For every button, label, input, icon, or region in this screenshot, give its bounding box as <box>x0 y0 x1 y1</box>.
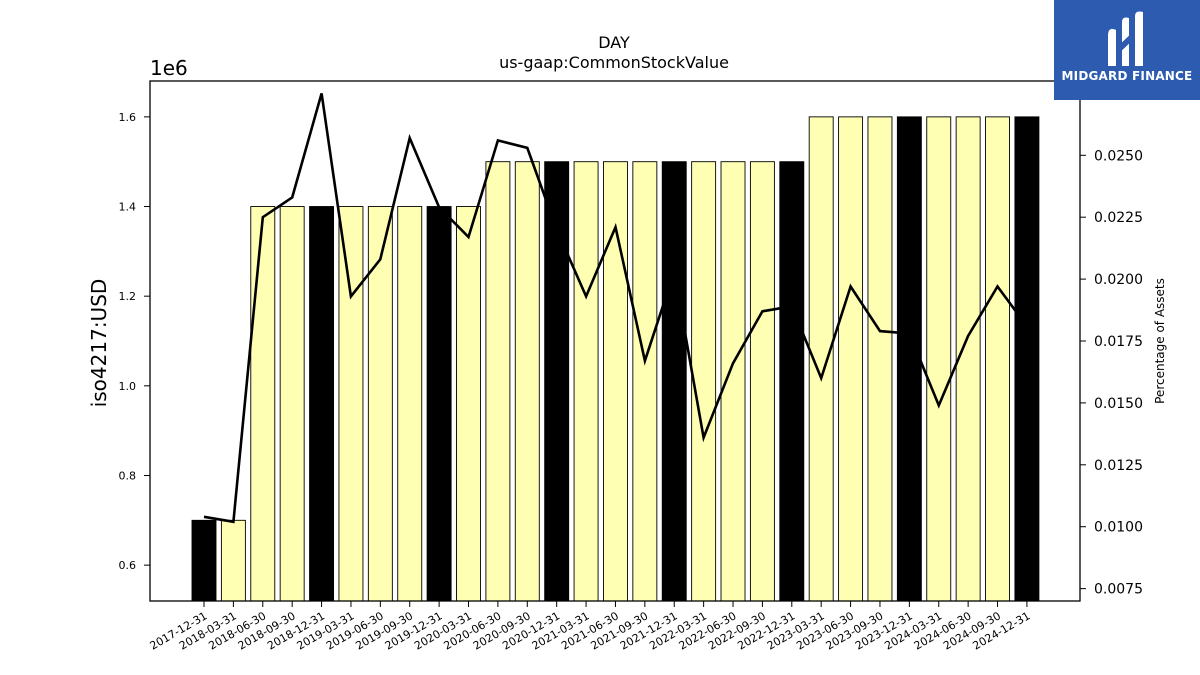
y-tick-label: 1.2 <box>119 290 137 303</box>
bar-2023-06-30 <box>838 116 864 602</box>
y2-tick-label: 0.0100 <box>1094 520 1143 536</box>
y2-axis-label: Percentage of Assets <box>1153 278 1167 404</box>
y-tick-label: 1.6 <box>119 111 137 124</box>
y2-tick-label: 0.0125 <box>1094 458 1143 474</box>
y-tick-label: 0.6 <box>119 559 137 572</box>
logo-text: MIDGARD FINANCE <box>1061 69 1193 83</box>
y-tick-label: 1.4 <box>119 201 137 214</box>
percentage-of-assets-line <box>203 93 1028 524</box>
bar-2021-06-30 <box>603 161 628 602</box>
bar-2024-12-31 <box>1014 116 1040 602</box>
bar-2020-09-30 <box>514 161 540 602</box>
bar-2022-03-31 <box>691 161 717 602</box>
bar-2018-09-30 <box>279 206 305 602</box>
bar-2019-12-31 <box>426 206 452 602</box>
bar-2022-12-31 <box>779 161 805 602</box>
bar-2020-03-31 <box>456 206 481 602</box>
bar-2017-12-31 <box>191 519 217 602</box>
bar-2019-09-30 <box>397 206 423 602</box>
y2-tick-label: 0.0200 <box>1094 272 1143 288</box>
bar-2020-06-30 <box>485 161 511 602</box>
bar-2023-09-30 <box>867 116 893 602</box>
y-axis-multiplier: 1e6 <box>150 56 188 80</box>
bar-2019-03-31 <box>338 206 364 602</box>
bar-2018-03-31 <box>220 519 246 602</box>
bar-2018-12-31 <box>309 206 335 602</box>
bar-2018-06-30 <box>250 206 276 602</box>
midgard-logo-icon <box>1108 11 1143 66</box>
y-tick-label: 0.8 <box>119 469 137 482</box>
bar-2021-03-31 <box>573 161 599 602</box>
bar-2021-09-30 <box>632 161 658 602</box>
bar-2024-09-30 <box>985 116 1010 602</box>
bars-layer <box>191 116 1040 602</box>
bar-2022-09-30 <box>749 161 775 602</box>
y2-tick-label: 0.0225 <box>1094 210 1143 226</box>
y2-tick-label: 0.0075 <box>1094 582 1143 598</box>
midgard-finance-logo: MIDGARD FINANCE <box>1054 0 1200 100</box>
chart-title: DAY <box>598 33 630 52</box>
bar-2024-03-31 <box>926 116 952 602</box>
y2-tick-label: 0.0175 <box>1094 334 1143 350</box>
bar-2021-12-31 <box>661 161 687 602</box>
bar-2020-12-31 <box>544 161 570 602</box>
y-tick-label: 1.0 <box>119 380 137 393</box>
y2-tick-label: 0.0250 <box>1094 148 1143 164</box>
line-layer <box>203 93 1028 524</box>
bar-2023-12-31 <box>896 116 922 602</box>
bar-2019-06-30 <box>367 206 393 602</box>
y-axis-label: iso4217:USD <box>87 279 111 408</box>
y2-tick-label: 0.0150 <box>1094 396 1143 412</box>
chart-subtitle: us-gaap:CommonStockValue <box>499 53 729 72</box>
